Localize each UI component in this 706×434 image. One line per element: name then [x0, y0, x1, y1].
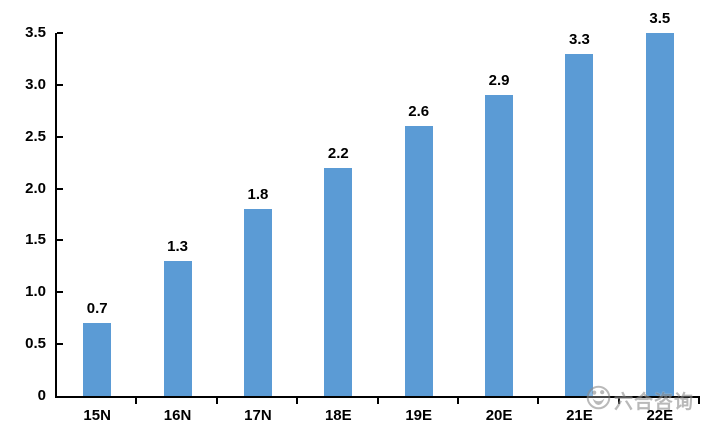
- y-axis-tick: [57, 187, 63, 190]
- bar: [163, 261, 192, 396]
- plot-area: 0.7 1.3 1.8 2.2 2.6 2.9 3.3 3.5: [55, 10, 700, 404]
- bar-value-label: 1.3: [167, 238, 188, 255]
- x-axis-tick: [215, 398, 218, 404]
- y-axis-tick: [57, 32, 63, 34]
- watermark-text: 六合咨询: [614, 391, 695, 413]
- x-tick-label: 19E: [405, 407, 433, 424]
- x-axis-tick: [296, 398, 299, 404]
- x-tick-label: 17N: [244, 407, 272, 424]
- y-axis-tick: [57, 135, 63, 138]
- bar-value-label: 3.3: [569, 31, 590, 48]
- bar: [404, 126, 433, 396]
- bar: [565, 54, 594, 396]
- bar: [324, 168, 353, 396]
- y-axis-tick: [57, 343, 63, 346]
- bar: [83, 323, 112, 396]
- bar-value-label: 2.9: [488, 72, 510, 89]
- x-tick-label: 21E: [566, 407, 593, 424]
- y-tick-label: 1.0: [25, 283, 46, 301]
- x-tick-label: 20E: [485, 407, 513, 424]
- y-tick-label: 3.0: [25, 75, 46, 93]
- bar-value-label: 3.5: [649, 10, 671, 27]
- y-tick-label: 2.0: [25, 179, 46, 197]
- x-axis-tick: [135, 398, 138, 404]
- x-axis-tick: [456, 398, 459, 404]
- x-axis-tick: [537, 398, 540, 404]
- x-tick-label: 15N: [83, 407, 111, 424]
- y-axis-tick: [57, 83, 63, 86]
- y-axis-tick: [57, 239, 63, 242]
- bar: [645, 33, 674, 396]
- watermark: 六合咨询: [586, 385, 694, 415]
- panda-circle-logo-icon: [586, 385, 611, 415]
- y-tick-label: 1.5: [25, 231, 46, 249]
- bar: [485, 95, 514, 396]
- bar-value-label: 2.6: [408, 103, 430, 120]
- x-tick-label: 18E: [324, 407, 352, 424]
- x-axis-tick: [698, 398, 700, 404]
- x-tick-label: 22E: [646, 407, 674, 424]
- x-tick-label: 16N: [163, 407, 192, 424]
- x-axis-tick: [376, 398, 379, 404]
- bar-value-label: 0.7: [86, 300, 108, 317]
- y-tick-label: 0: [37, 387, 46, 404]
- y-tick-label: 3.5: [25, 24, 46, 41]
- x-axis-tick: [617, 398, 620, 404]
- bar-value-label: 1.8: [247, 186, 269, 203]
- bar-value-label: 2.2: [327, 145, 349, 162]
- bar: [243, 209, 272, 396]
- y-tick-label: 2.5: [25, 127, 46, 145]
- y-axis-tick: [57, 291, 63, 294]
- y-tick-label: 0.5: [25, 335, 46, 353]
